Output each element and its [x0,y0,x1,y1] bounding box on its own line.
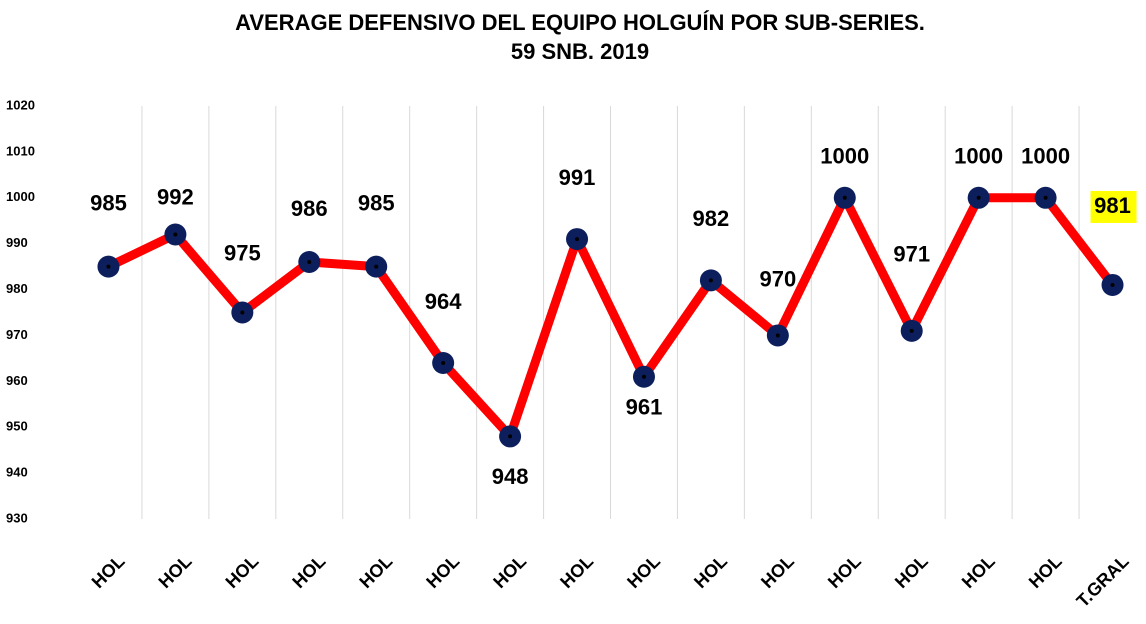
y-tick-label: 1010 [6,143,35,158]
y-tick-label: 980 [6,281,28,296]
data-label: 985 [358,190,395,215]
data-label: 948 [492,464,529,489]
y-tick-label: 1020 [6,97,35,112]
label-highlight [1090,190,1137,223]
x-tick-label: HOL [88,551,129,592]
x-tick-label: HOL [422,551,463,592]
data-label: 986 [291,196,328,221]
chart-title: AVERAGE DEFENSIVO DEL EQUIPO HOLGUÍN POR… [235,10,925,35]
data-label: 975 [224,240,261,265]
y-tick-label: 950 [6,419,28,434]
x-tick-label: HOL [690,551,731,592]
marker-dot [976,195,981,200]
data-label: 991 [559,165,596,190]
marker-dot [240,310,245,315]
y-tick-label: 960 [6,373,28,388]
y-tick-label: 970 [6,327,28,342]
line [106,193,1117,441]
marker-dot [775,333,780,338]
marker-dot [173,232,178,237]
data-label: 971 [893,242,930,267]
data-label: 992 [157,184,194,209]
marker-dot [374,264,379,269]
data-label: 985 [90,190,127,215]
marker-dot [1043,195,1048,200]
marker-dot [909,328,914,333]
x-tick-label: HOL [556,551,597,592]
data-label: 1000 [820,144,869,169]
data-label: 981 [1094,193,1131,218]
x-tick-label: HOL [623,551,664,592]
data-label: 970 [759,266,796,291]
y-tick-label: 1000 [6,189,35,204]
x-tick-label: HOL [355,551,396,592]
y-tick-label: 990 [6,235,28,250]
marker-dot [641,374,646,379]
marker-dot [575,237,580,242]
x-tick-label: HOL [489,551,530,592]
marker-dot [708,278,713,283]
x-tick-label: HOL [222,551,263,592]
data-label: 1000 [1021,144,1070,169]
x-tick-label: T.GRAL [1073,551,1133,611]
x-tick-label: HOL [757,551,798,592]
data-label: 982 [693,206,730,231]
x-tick-label: HOL [1025,551,1066,592]
marker-dot [441,360,446,365]
data-label: 1000 [954,144,1003,169]
y-tick-label: 940 [6,465,28,480]
x-tick-label: HOL [155,551,196,592]
data-label: 961 [626,395,663,420]
x-tick-label: HOL [288,551,329,592]
marker-dot [307,260,312,265]
marker-dot [106,264,111,269]
marker-dot [842,195,847,200]
y-tick-label: 930 [6,510,28,525]
chart-title: 59 SNB. 2019 [511,39,649,64]
x-tick-label: HOL [824,551,865,592]
x-tick-label: HOL [958,551,999,592]
data-label: 964 [425,289,462,314]
marker-dot [508,434,513,439]
marker-dot [1110,282,1115,287]
x-tick-label: HOL [891,551,932,592]
